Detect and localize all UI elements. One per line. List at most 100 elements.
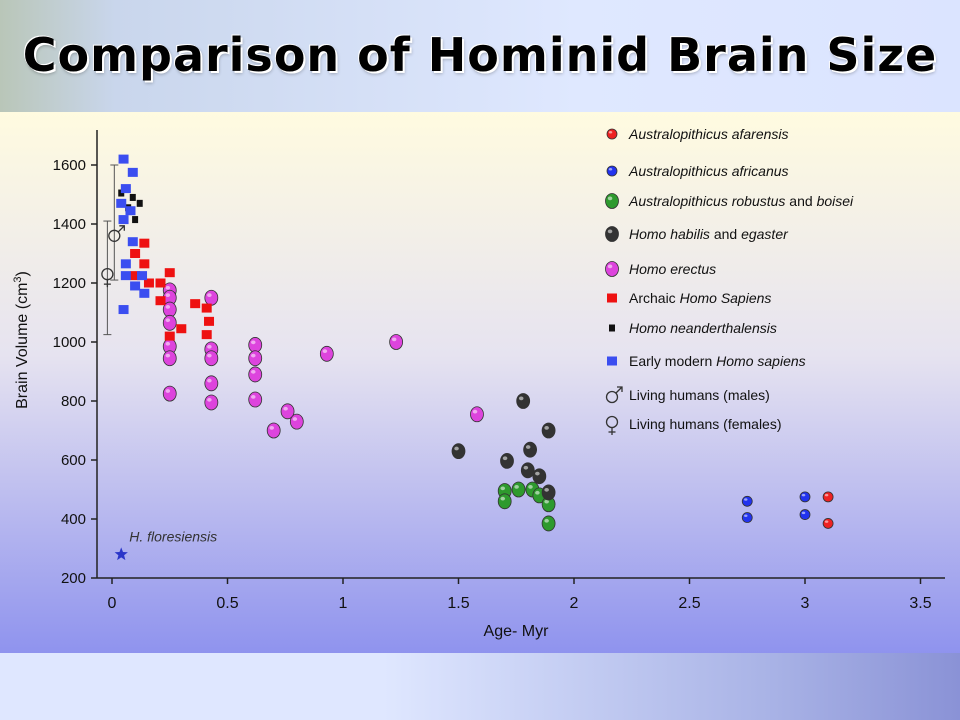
- legend-marker-arrow: [615, 386, 623, 394]
- x-tick-label: 3: [801, 595, 810, 612]
- data-point-highlight: [250, 353, 256, 358]
- data-point-highlight: [744, 498, 748, 501]
- data-point: [120, 271, 131, 281]
- data-point: [822, 491, 834, 503]
- data-point-highlight: [454, 446, 459, 451]
- legend-label: Archaic Homo Sapiens: [629, 290, 771, 306]
- data-point: [130, 249, 141, 258]
- x-tick-label: 1.5: [447, 595, 469, 612]
- axes: 200 400 600 800 1000 1200 1400 1600 0 0.5 1 1.5 2 2.5…: [12, 130, 945, 640]
- legend-marker-highlight: [608, 168, 613, 171]
- data-point: [120, 259, 131, 269]
- data-point: [162, 385, 177, 402]
- data-point-highlight: [824, 520, 829, 523]
- x-tick-label: 0: [108, 595, 117, 612]
- data-point: [511, 481, 526, 498]
- data-point-highlight: [322, 349, 328, 354]
- data-point: [201, 330, 212, 340]
- data-point: [451, 443, 466, 460]
- y-tick-label: 1600: [53, 157, 86, 174]
- data-point: [132, 216, 139, 224]
- data-point-highlight: [472, 409, 478, 414]
- data-point-highlight: [165, 285, 171, 290]
- data-point: [139, 238, 150, 248]
- series-0: [822, 491, 834, 529]
- data-point: [500, 452, 514, 469]
- legend-item: Australopithicus africanus: [606, 163, 789, 179]
- data-point-highlight: [801, 511, 806, 515]
- annotations: H. floresiensis: [114, 528, 217, 561]
- data-point: [116, 198, 127, 208]
- legend-item: Homo habilis and egaster: [605, 226, 789, 242]
- data-point-highlight: [500, 486, 506, 491]
- data-point: [143, 278, 154, 288]
- data-point-highlight: [535, 471, 540, 476]
- data-point: [248, 366, 263, 383]
- data-point: [139, 259, 150, 269]
- data-point: [118, 215, 129, 225]
- legend-label: Early modern Homo sapiens: [629, 353, 806, 369]
- data-point-highlight: [544, 518, 549, 523]
- data-point-highlight: [250, 340, 256, 345]
- data-point: [266, 422, 281, 439]
- y-tick-label: 400: [61, 511, 86, 528]
- data-point-highlight: [535, 490, 540, 495]
- legend-label: Australopithicus africanus: [628, 163, 789, 179]
- data-point: [162, 314, 177, 331]
- data-point: [516, 393, 531, 409]
- data-point: [204, 289, 219, 306]
- legend-item: Living humans (males): [605, 386, 770, 404]
- data-point: [470, 406, 484, 423]
- data-point-highlight: [544, 426, 549, 430]
- legend-marker: [605, 390, 619, 404]
- y-axis-label: Brain Volume (cm3): [12, 271, 31, 409]
- x-tick-label: 0.5: [216, 595, 238, 612]
- data-point: [248, 350, 263, 367]
- scatter-plot: 200 400 600 800 1000 1200 1400 1600 0 0.5 1 1.5 2 2.5…: [0, 112, 960, 653]
- data-point: [541, 484, 556, 501]
- data-point-highlight: [165, 353, 171, 358]
- legend-marker-highlight: [607, 196, 613, 201]
- series-5: [130, 238, 215, 341]
- data-point-highlight: [283, 406, 288, 411]
- brain-size-chart: 200 400 600 800 1000 1200 1400 1600 0 0.5 1 1.5 2 2.5…: [0, 112, 960, 653]
- data-point: [204, 350, 219, 367]
- legend-marker: [607, 293, 617, 303]
- data-point: [162, 350, 177, 367]
- data-point-highlight: [207, 397, 212, 402]
- series-8: [108, 164, 125, 281]
- data-point: [204, 394, 219, 411]
- series-4: [162, 282, 484, 439]
- series-1: [741, 491, 811, 523]
- data-point: [164, 331, 175, 341]
- range-center-marker-arrowhead: [119, 225, 125, 231]
- data-marks: [101, 154, 834, 532]
- data-point: [118, 305, 129, 315]
- data-point: [497, 493, 512, 510]
- data-point-highlight: [801, 493, 806, 497]
- data-point: [137, 271, 148, 281]
- plot-background: [0, 112, 960, 653]
- legend-marker: [605, 193, 619, 209]
- series-7: [116, 154, 150, 315]
- data-point-highlight: [824, 493, 829, 497]
- x-tick-label: 1: [339, 595, 348, 612]
- data-point-highlight: [502, 456, 508, 461]
- data-point: [541, 515, 556, 532]
- data-point-highlight: [207, 344, 212, 349]
- data-point-highlight: [207, 293, 212, 297]
- x-tick-label: 2.5: [678, 595, 700, 612]
- data-point-highlight: [207, 353, 212, 358]
- data-point: [741, 512, 753, 523]
- data-point: [201, 303, 212, 313]
- data-point: [319, 345, 334, 362]
- data-point-highlight: [518, 396, 524, 401]
- x-axis-label: Age- Myr: [484, 623, 550, 640]
- data-point-highlight: [165, 305, 171, 309]
- legend-item: Australopithicus afarensis: [606, 126, 789, 142]
- data-point-highlight: [269, 426, 275, 430]
- data-point: [523, 441, 538, 458]
- series-2: [497, 481, 556, 532]
- data-point: [176, 324, 187, 334]
- legend-marker-highlight: [607, 264, 613, 269]
